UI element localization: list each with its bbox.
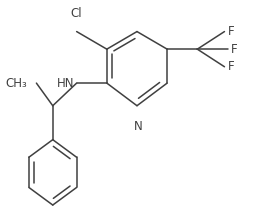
Text: Cl: Cl <box>71 7 82 20</box>
Text: N: N <box>134 120 143 132</box>
Text: F: F <box>228 25 234 38</box>
Text: F: F <box>228 60 234 73</box>
Text: F: F <box>231 43 238 56</box>
Text: HN: HN <box>57 77 74 90</box>
Text: CH₃: CH₃ <box>6 77 28 90</box>
